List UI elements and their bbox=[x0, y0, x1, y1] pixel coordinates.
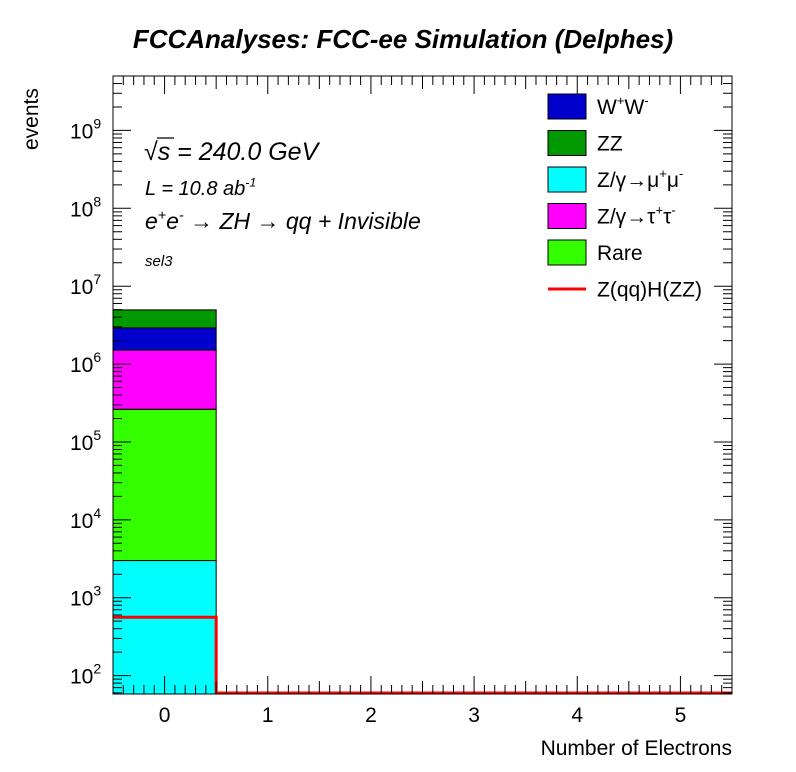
annotations: √s = 240.0 GeV L = 10.8 ab-1​ e+​e-​ → ZH … bbox=[144, 137, 421, 270]
legend-swatch-rare bbox=[547, 239, 587, 266]
legend-swatch-zmumu bbox=[547, 166, 587, 193]
process-label: e+​e-​ → ZH → qq + Invisible bbox=[145, 207, 421, 234]
y-tick-label: 102 bbox=[70, 661, 101, 689]
x-tick-label: 5 bbox=[675, 704, 687, 727]
legend-label-signal: Z(qq)H(ZZ) bbox=[597, 279, 702, 302]
legend-label-ww: W+​W-​ bbox=[597, 93, 649, 119]
legend-label-ztautau: Z/γ→τ+​τ-​ bbox=[597, 203, 676, 229]
legend-swatch-zz bbox=[547, 130, 587, 156]
legend-label-rare: Rare bbox=[597, 242, 643, 265]
x-tick-label: 0 bbox=[159, 704, 171, 727]
bar-ztautau bbox=[112, 349, 217, 410]
bar-ww bbox=[112, 327, 217, 351]
bar-zz bbox=[112, 309, 217, 329]
x-tick-label: 4 bbox=[571, 704, 583, 727]
x-tick-label: 1 bbox=[262, 704, 274, 727]
legend-swatch-ztautau bbox=[547, 203, 587, 229]
x-tick-label: 2 bbox=[365, 704, 377, 727]
y-tick-label: 108 bbox=[70, 193, 101, 221]
bar-zmumu bbox=[112, 560, 217, 695]
legend-label-zz: ZZ bbox=[597, 133, 623, 156]
y-tick-label: 109 bbox=[70, 115, 101, 143]
legend: W+​W-​ ZZ Z/γ→μ+​μ-​ Z/γ→τ+​τ-​ Rare Z(qq)H(Z… bbox=[547, 93, 702, 302]
y-tick-label: 104 bbox=[70, 505, 101, 533]
y-tick-label: 103 bbox=[70, 583, 101, 611]
y-tick-label: 106 bbox=[70, 349, 101, 377]
legend-label-zmumu: Z/γ→μ+​μ-​ bbox=[597, 166, 683, 192]
chart-title: FCCAnalyses: FCC-ee Simulation (Delphes) bbox=[133, 24, 673, 54]
x-axis-label: Number of Electrons bbox=[541, 737, 732, 760]
selection-label: sel3 bbox=[145, 253, 173, 270]
luminosity-label: L = 10.8 ab-1​ bbox=[145, 176, 256, 200]
bar-rare bbox=[112, 408, 217, 562]
y-tick-label: 107 bbox=[70, 271, 101, 299]
axes: 0 1 2 3 4 5 102 103 104 105 106 107 108 109 bbox=[70, 75, 733, 727]
plot-area bbox=[112, 309, 732, 695]
x-tick-label: 3 bbox=[468, 704, 480, 727]
y-tick-label: 105 bbox=[70, 427, 101, 455]
energy-label: √s = 240.0 GeV bbox=[144, 138, 321, 166]
legend-swatch-ww bbox=[547, 93, 587, 120]
y-axis-label: events bbox=[20, 88, 43, 150]
